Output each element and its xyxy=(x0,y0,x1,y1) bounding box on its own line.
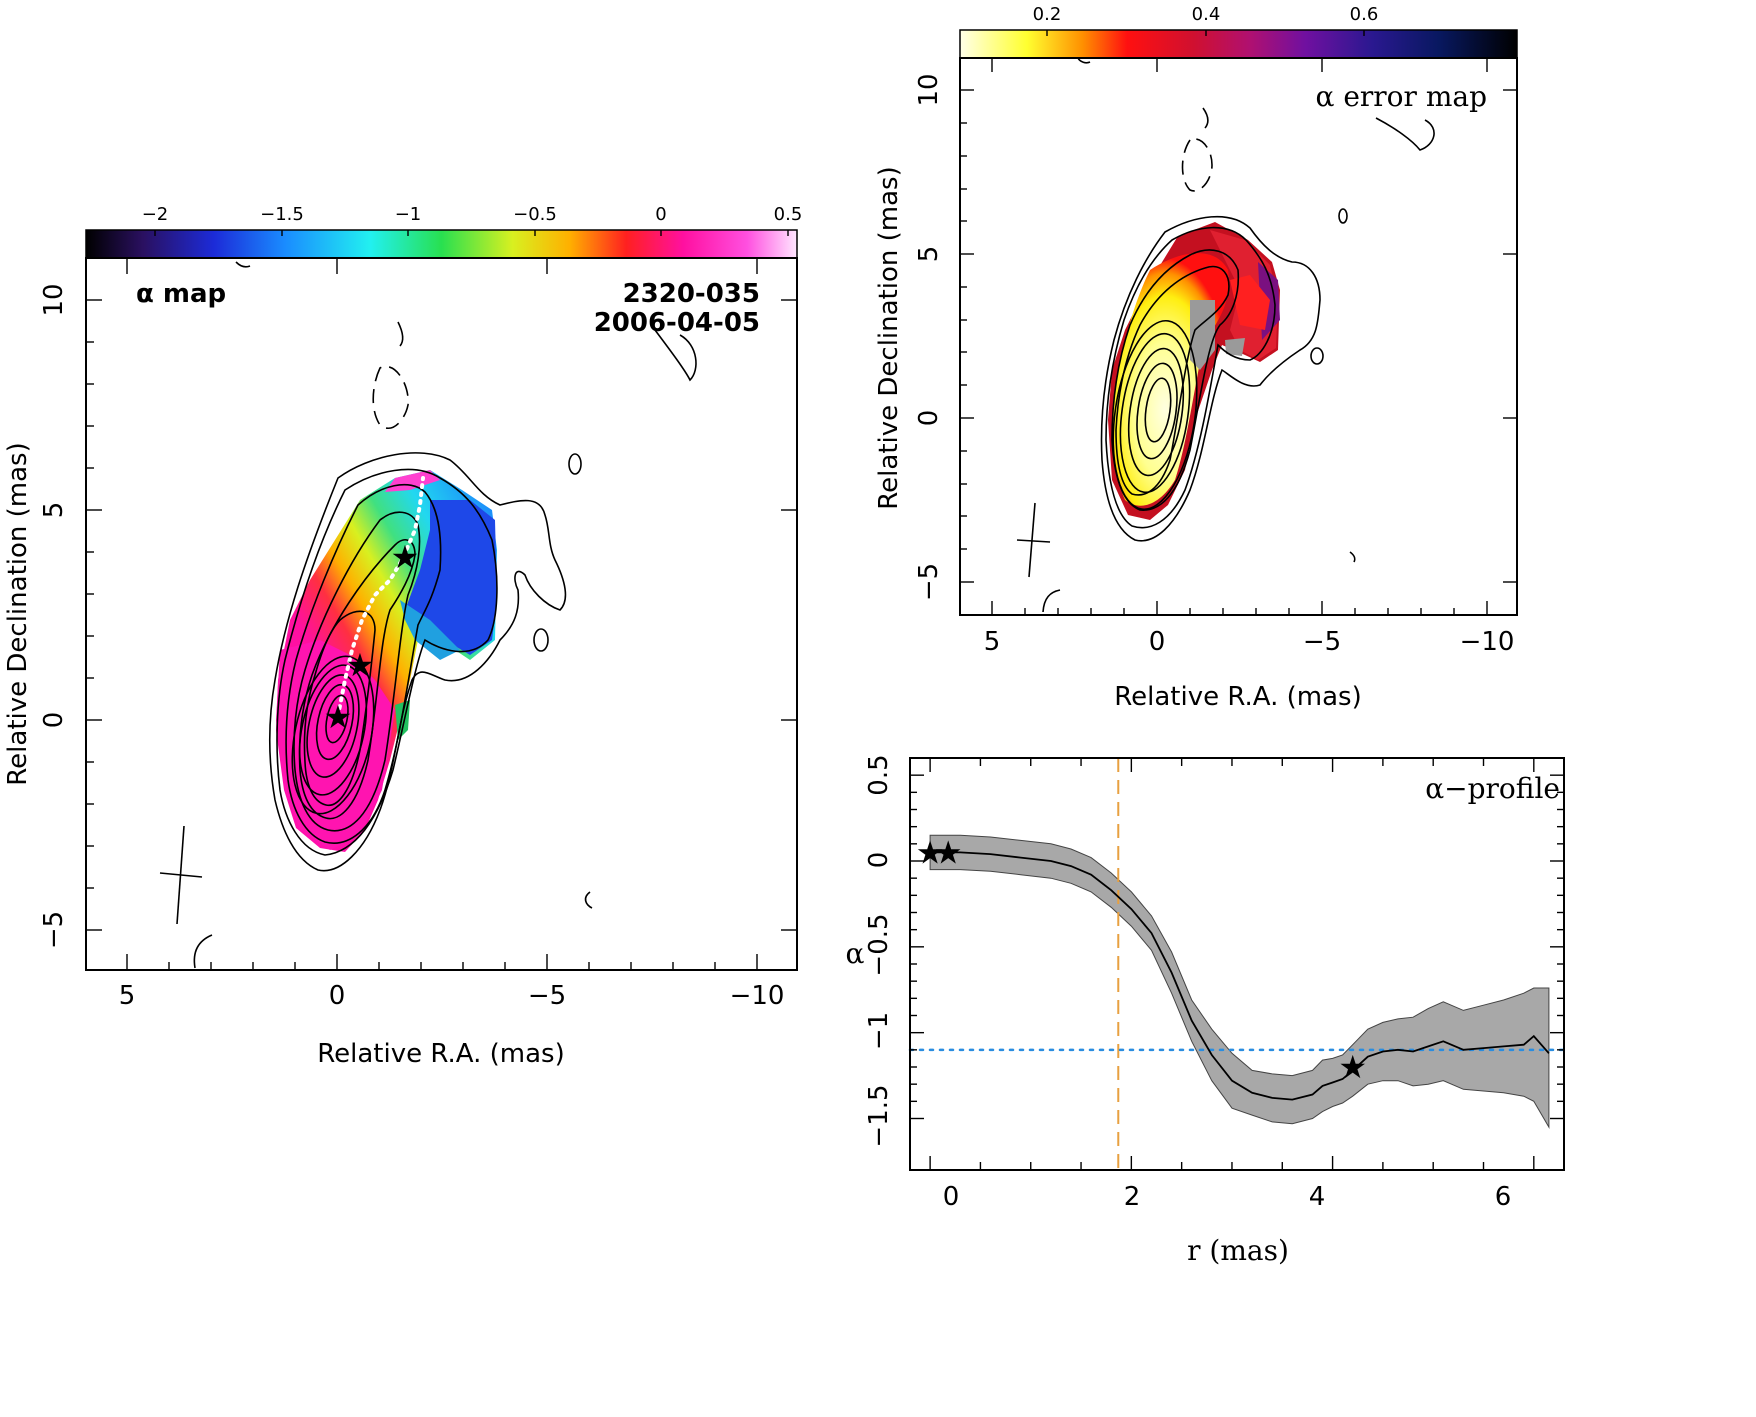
error-map-y-tick: 0 xyxy=(914,410,944,427)
error-map-x-tick: −10 xyxy=(1460,627,1515,657)
alpha-map-x-tick: 5 xyxy=(119,981,136,1011)
alpha-map-image xyxy=(276,470,497,852)
error-map-panel: 0.2 0.4 0.6 xyxy=(874,4,1518,712)
error-colorbar-tick: 0.6 xyxy=(1350,4,1379,25)
profile-x-tick: 2 xyxy=(1124,1182,1141,1212)
alpha-map-y-tick: 10 xyxy=(39,283,69,316)
error-map-y-label: Relative Declination (mas) xyxy=(874,166,904,509)
profile-stars-layer: ★★★ xyxy=(916,833,1367,1086)
profile-y-tick: 0 xyxy=(864,852,894,869)
alpha-colorbar-ticks: −2 −1.5 −1 −0.5 0 0.5 xyxy=(142,204,803,236)
profile-y-tick: −0.5 xyxy=(864,913,894,976)
alpha-map-star: ★ xyxy=(391,538,420,576)
alpha-map-ticks xyxy=(86,258,797,970)
profile-y-label: α xyxy=(846,937,865,970)
alpha-colorbar-tick: 0.5 xyxy=(774,204,803,225)
error-map-ticks xyxy=(960,58,1517,615)
alpha-map-y-label: Relative Declination (mas) xyxy=(3,442,33,785)
alpha-map-x-label: Relative R.A. (mas) xyxy=(317,1039,564,1069)
alpha-map-contours xyxy=(193,261,697,969)
error-colorbar-tick: 0.4 xyxy=(1192,4,1221,25)
alpha-colorbar-tick: −1 xyxy=(395,204,422,225)
alpha-map-x-tick: −5 xyxy=(528,981,566,1011)
alpha-map-star: ★ xyxy=(324,698,353,736)
alpha-map-source: 2320-035 xyxy=(623,279,760,309)
alpha-map-y-tick: 5 xyxy=(39,502,69,519)
error-map-title: α error map xyxy=(1316,80,1487,113)
error-map-beam xyxy=(1016,502,1051,578)
alpha-profile-panel: ★★★ 0 2 4 6 0.5 0 −0.5 −1 −1.5 r (mas) α… xyxy=(846,754,1566,1267)
profile-y-tick: 0.5 xyxy=(864,754,894,795)
error-colorbar-ticks: 0.2 0.4 0.6 xyxy=(1033,4,1379,36)
alpha-map-y-tick: 0 xyxy=(39,712,69,729)
profile-star: ★ xyxy=(1338,1048,1367,1086)
error-map-x-tick: 0 xyxy=(1149,627,1166,657)
profile-x-tick: 4 xyxy=(1309,1182,1326,1212)
alpha-map-x-tick: −10 xyxy=(730,981,785,1011)
alpha-map-ridge xyxy=(336,476,425,718)
alpha-map-x-tick: 0 xyxy=(329,981,346,1011)
profile-lines-layer xyxy=(908,758,1566,1170)
profile-y-tick: −1 xyxy=(864,1012,894,1050)
profile-star: ★ xyxy=(934,833,963,871)
profile-star: ★ xyxy=(916,833,945,871)
profile-title: α−profile xyxy=(1425,772,1560,805)
error-map-frame xyxy=(959,57,1518,616)
error-map-x-tick: −5 xyxy=(1303,627,1341,657)
alpha-colorbar-tick: −0.5 xyxy=(513,204,557,225)
error-map-contours xyxy=(1042,57,1435,613)
alpha-colorbar xyxy=(85,229,798,259)
alpha-map-y-tick: −5 xyxy=(39,911,69,949)
alpha-map-beam xyxy=(159,825,203,925)
profile-ticks-layer xyxy=(910,758,1564,1170)
profile-x-tick: 6 xyxy=(1495,1182,1512,1212)
profile-y-tick: −1.5 xyxy=(864,1084,894,1147)
alpha-colorbar-tick: −1.5 xyxy=(260,204,304,225)
alpha-colorbar-tick: −2 xyxy=(142,204,169,225)
alpha-map-panel: −2 −1.5 −1 −0.5 0 0.5 xyxy=(3,204,802,1069)
alpha-profile-line xyxy=(930,851,1550,1101)
error-colorbar-tick: 0.2 xyxy=(1033,4,1062,25)
alpha-map-star: ★ xyxy=(346,646,375,684)
profile-x-tick: 0 xyxy=(943,1182,960,1212)
error-map-y-tick: 10 xyxy=(914,73,944,106)
uncertainty-band xyxy=(929,834,1550,1129)
error-colorbar xyxy=(959,29,1518,59)
error-map-y-tick: 5 xyxy=(914,246,944,263)
alpha-map-date: 2006-04-05 xyxy=(594,308,760,338)
profile-band-layer xyxy=(929,834,1550,1129)
profile-x-label: r (mas) xyxy=(1187,1234,1289,1267)
alpha-map-frame xyxy=(85,257,798,971)
error-map-x-label: Relative R.A. (mas) xyxy=(1114,682,1361,712)
error-map-image xyxy=(1108,222,1280,520)
alpha-colorbar-tick: 0 xyxy=(655,204,666,225)
profile-series-layer xyxy=(930,851,1550,1101)
error-map-y-tick: −5 xyxy=(914,563,944,601)
alpha-map-title: α map xyxy=(136,279,226,309)
error-map-x-tick: 5 xyxy=(984,627,1001,657)
